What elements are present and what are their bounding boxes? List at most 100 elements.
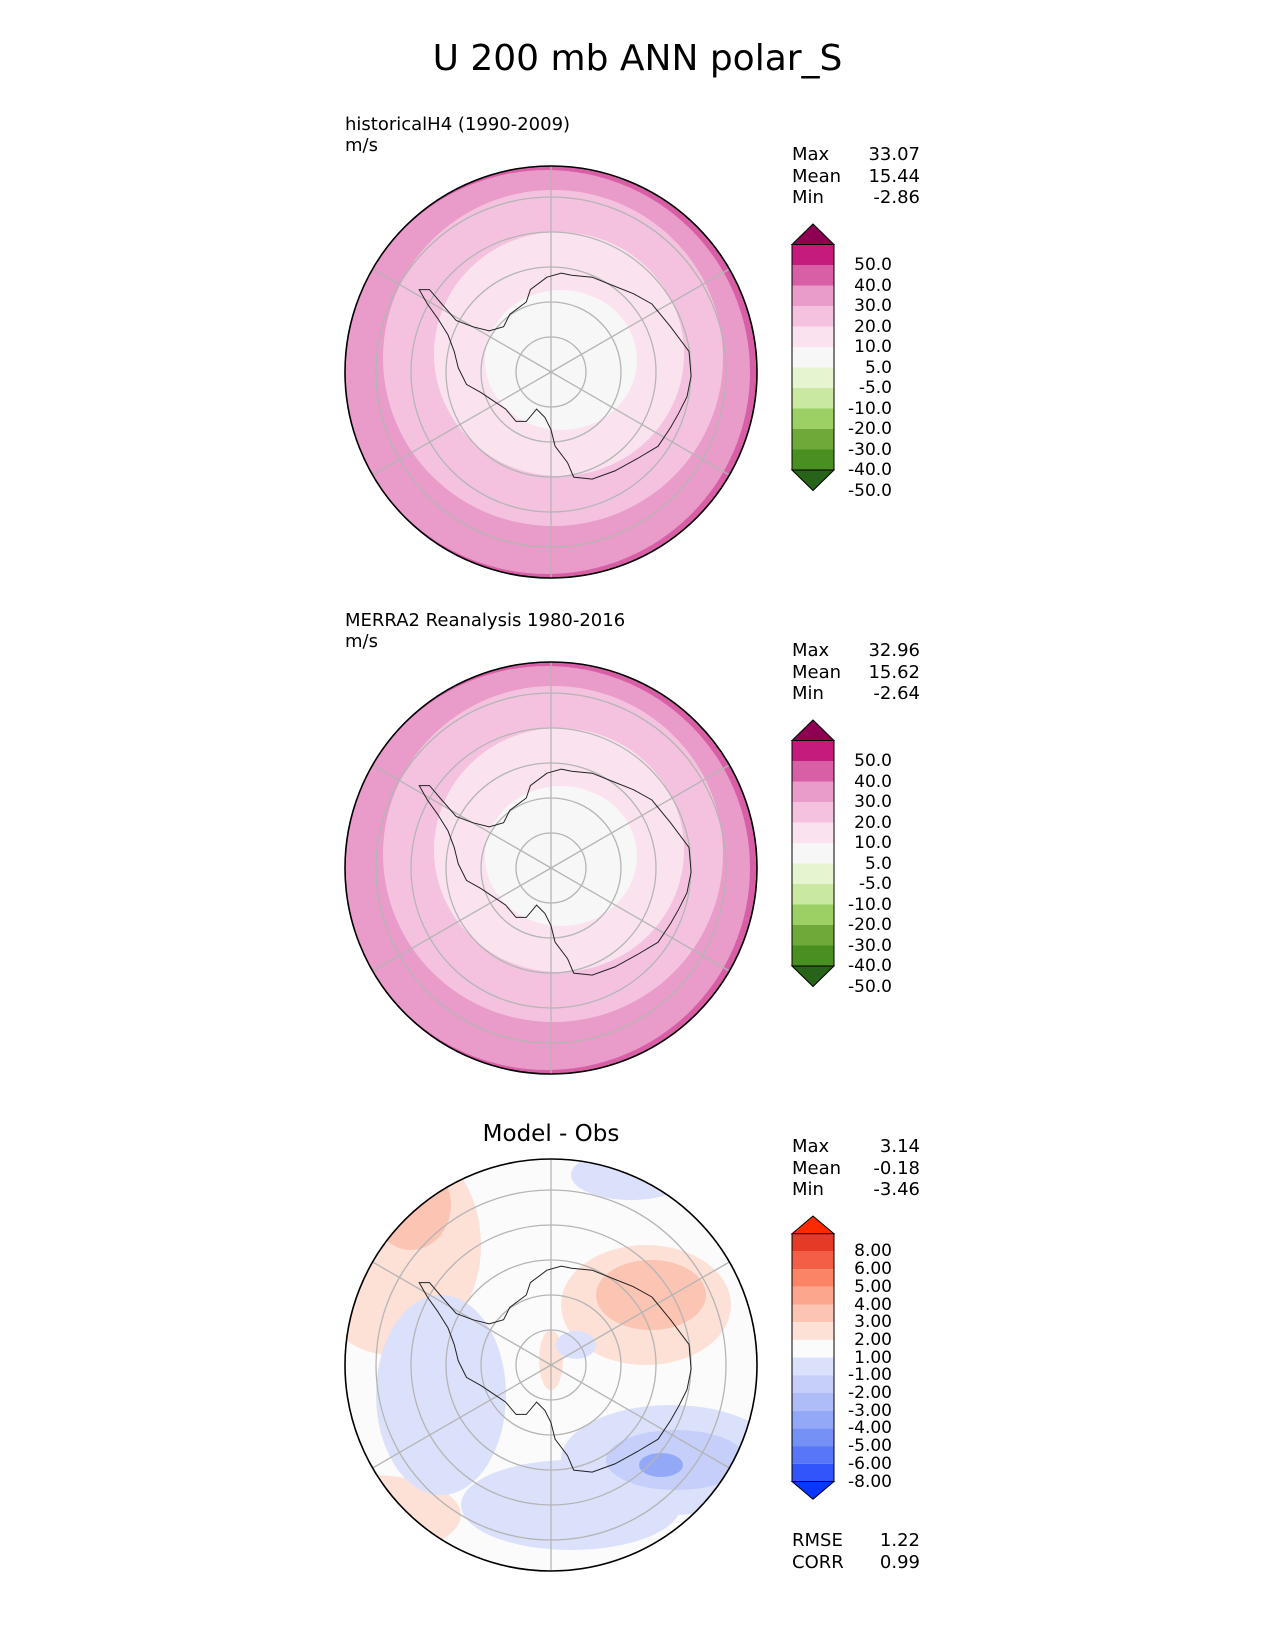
colorbar-tick-label: 5.0 (864, 853, 892, 874)
colorbar-tick-label: -10.0 (848, 398, 892, 419)
colorbar-swatch (792, 925, 834, 946)
diff-pos-region (371, 1160, 451, 1250)
colorbar-tick-label: -2.00 (848, 1383, 892, 1403)
colorbar-extend-min (790, 469, 836, 492)
colorbar-swatch (792, 1304, 834, 1323)
stat-value: -2.64 (873, 683, 920, 704)
meridian-gridline (550, 1261, 730, 1366)
antarctica-coastline (418, 272, 692, 480)
stat-label: Mean (792, 165, 842, 187)
metric-value: 1.22 (879, 1530, 920, 1551)
metric-value: 0.99 (879, 1551, 920, 1573)
stat-label: Mean (792, 1157, 842, 1179)
stat-value: -3.46 (873, 1179, 920, 1200)
diff-pos-region (596, 1260, 706, 1330)
stat-label: Mean (792, 661, 842, 683)
colorbar-tick-label: -50.0 (848, 480, 892, 501)
colorbar-tick-label: -30.0 (848, 935, 892, 956)
colorbar-swatch (792, 843, 834, 864)
map-field (345, 662, 757, 1074)
meridian-gridline (372, 1364, 552, 1469)
colorbar-tick-label: -5.0 (858, 378, 892, 398)
colorbar-swatch (792, 1446, 834, 1464)
colorbar-tick-label: 1.00 (854, 1347, 892, 1368)
stat-label: Max (792, 1136, 830, 1157)
colorbar-swatch (792, 408, 834, 429)
colorbar-tick-label: 20.0 (854, 316, 892, 337)
colorbar-swatch (792, 1286, 834, 1305)
colorbar-swatch (792, 285, 834, 306)
colorbar-tick-label: 40.0 (854, 275, 892, 296)
diff-neg-region (376, 1295, 506, 1495)
colorbar-swatch (792, 429, 834, 450)
panel-3-metrics: RMSE 1.22 CORR 0.99 (792, 1530, 920, 1573)
meridian-gridline (372, 764, 552, 869)
map-field (345, 1159, 757, 1571)
stat-value: 3.14 (879, 1136, 920, 1157)
colorbar-tick-label: 4.00 (854, 1294, 892, 1315)
diff-neg-region (556, 1331, 596, 1359)
colorbar-swatch (792, 1269, 834, 1287)
diff-neg-region (639, 1453, 683, 1477)
colorbar-frame (791, 244, 835, 471)
colorbar-swatch (792, 802, 834, 823)
field-band-neg5-5 (485, 290, 637, 430)
colorbar-3 (790, 1215, 836, 1500)
stat-value: -0.18 (873, 1157, 920, 1179)
colorbar-tick-label: -1.00 (848, 1365, 892, 1386)
colorbar-swatch (792, 904, 834, 925)
colorbar-tick-label: -40.0 (848, 956, 892, 976)
colorbar-swatch (792, 1322, 834, 1340)
colorbar-tick-label: -3.00 (848, 1400, 892, 1421)
panel-3-stats: Max 3.14 Mean -0.18 Min -3.46 (792, 1136, 920, 1201)
colorbar-swatch (792, 306, 834, 327)
panel-2-units: m/s (345, 631, 378, 652)
colorbar-swatch (792, 761, 834, 782)
colorbar-tick-label: -20.0 (848, 419, 892, 439)
colorbar-extend-min (790, 965, 836, 988)
colorbar-tick-label: 30.0 (854, 296, 892, 316)
colorbar-swatch (792, 1357, 834, 1376)
colorbar-tick-label: 2.00 (854, 1329, 892, 1350)
map-border (344, 1158, 758, 1572)
colorbar-tick-label: 5.00 (854, 1276, 892, 1297)
panel-1-units: m/s (345, 135, 378, 156)
colorbar-tick-label: -5.0 (858, 874, 892, 894)
colorbar-tick-label: 3.00 (854, 1312, 892, 1333)
meridian-gridline (372, 1261, 552, 1366)
meridian-gridline (372, 371, 552, 476)
meridian-gridline (550, 268, 730, 373)
colorbar-swatch (792, 347, 834, 368)
antarctica-coastline (418, 768, 692, 976)
map-field (345, 166, 757, 578)
colorbar-frame (791, 740, 835, 967)
colorbar-swatch (792, 1339, 834, 1358)
colorbar-tick-label: -20.0 (848, 915, 892, 935)
colorbar-tick-label: 50.0 (854, 751, 892, 771)
stat-label: Min (792, 683, 824, 704)
colorbar-tick-label: 20.0 (854, 812, 892, 833)
polar-map-3 (344, 1158, 758, 1572)
colorbar-swatch (792, 1251, 834, 1270)
polar-map-2 (344, 661, 758, 1075)
colorbar-swatch (792, 265, 834, 286)
panel-2-stats: Max 32.96 Mean 15.62 Min -2.64 (792, 640, 920, 705)
stat-value: -2.86 (873, 187, 920, 208)
colorbar-tick-label: 40.0 (854, 771, 892, 792)
colorbar-tick-label: 10.0 (854, 337, 892, 357)
colorbar-swatch (792, 244, 834, 265)
colorbar-swatch (792, 1410, 834, 1429)
colorbar-extend-max (790, 223, 836, 245)
polar-map-1 (344, 165, 758, 579)
stat-value: 15.62 (868, 661, 920, 683)
colorbar-swatch (792, 1393, 834, 1411)
colorbar-tick-label: 6.00 (854, 1259, 892, 1280)
map-border (344, 661, 758, 1075)
panel-2-title: MERRA2 Reanalysis 1980-2016 (345, 610, 626, 631)
colorbar-swatch (792, 1428, 834, 1447)
colorbar-tick-label: -8.00 (848, 1471, 892, 1492)
colorbar-extend-max (790, 719, 836, 741)
colorbar-swatch (792, 1375, 834, 1393)
colorbar-frame (791, 1233, 835, 1482)
